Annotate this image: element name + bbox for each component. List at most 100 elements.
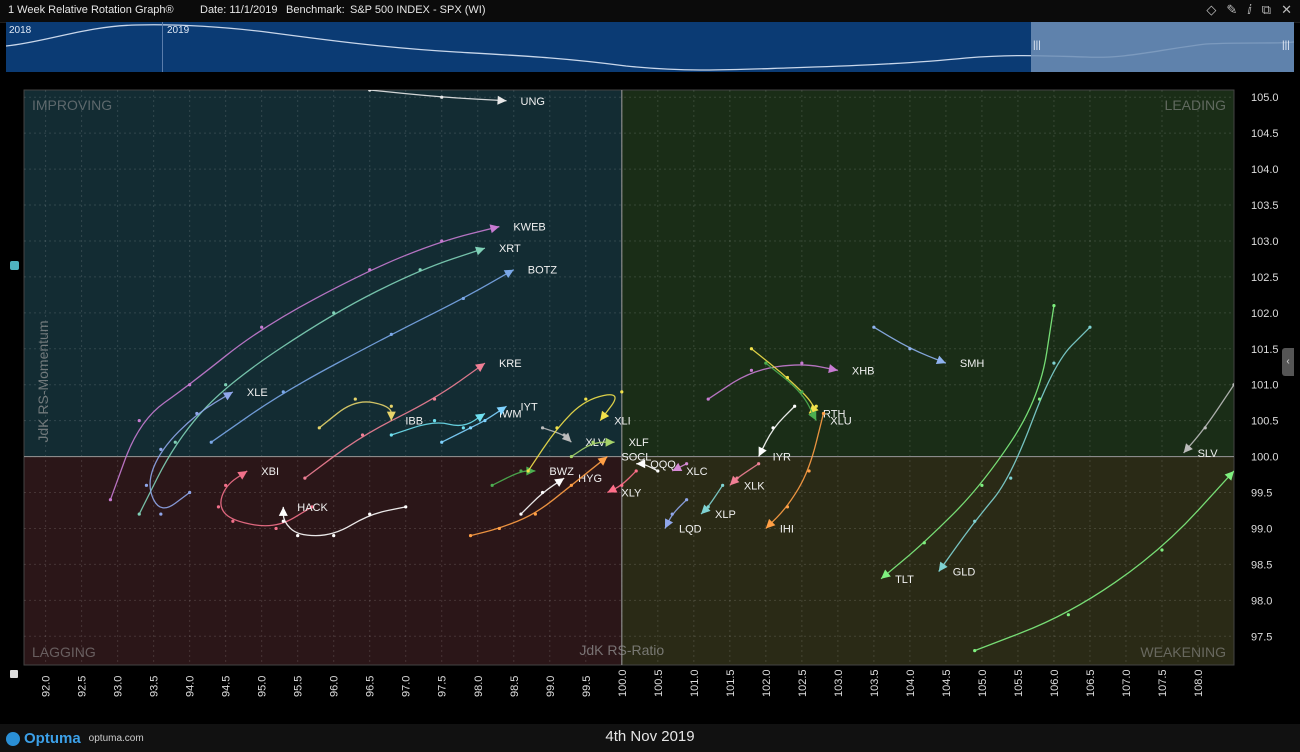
date-navigator[interactable]: 2018 2019 ||| |||: [6, 22, 1294, 72]
y-tick-label: 102.0: [1251, 308, 1279, 320]
trail-line: [974, 470, 1234, 652]
trail-point: [296, 534, 300, 538]
trail-line: [149, 391, 234, 509]
trail-line: [318, 401, 392, 429]
trail-point: [108, 498, 113, 502]
benchmark-value: S&P 500 INDEX - SPX (WI): [350, 4, 486, 16]
window-title: 1 Week Relative Rotation Graph®: [8, 4, 174, 16]
trail-point: [872, 325, 876, 329]
series-slv: SLV: [1183, 383, 1234, 460]
y-tick-label: 99.0: [1251, 523, 1272, 535]
x-tick-label: 97.0: [401, 676, 413, 697]
trail-point: [440, 239, 444, 243]
trail-point: [685, 498, 689, 502]
y-tick-label: 98.5: [1251, 559, 1272, 571]
optuma-logo[interactable]: Optuma optuma.com: [6, 730, 144, 747]
series-gld: GLD: [938, 325, 1092, 579]
series-xle: XLE: [144, 387, 268, 516]
head-arrow: [561, 432, 572, 443]
quadrant-label-improving: IMPROVING: [32, 97, 112, 113]
trail-point: [224, 483, 228, 487]
quadrant-improving: [24, 90, 622, 457]
y-tick-label: 98.0: [1251, 595, 1272, 607]
y-tick-label: 97.5: [1251, 631, 1272, 643]
trail-point: [310, 505, 314, 509]
trail-point: [159, 447, 163, 451]
navigator-handle-right[interactable]: |||: [1282, 40, 1290, 51]
series-ihi: IHI: [765, 411, 826, 535]
trail-point: [461, 296, 465, 301]
trail-point: [216, 505, 221, 509]
trail-line: [765, 362, 817, 421]
series-qqq: QQQ: [636, 459, 676, 473]
trail-point: [490, 483, 494, 487]
y-tick-label: 104.0: [1251, 164, 1279, 176]
head-arrow: [222, 391, 233, 401]
x-tick-label: 96.0: [329, 676, 341, 697]
trail-point: [540, 426, 545, 430]
trail-point: [360, 433, 365, 437]
trail-point: [569, 454, 573, 459]
series-label: XLY: [621, 488, 642, 500]
head-arrow: [935, 355, 946, 364]
head-arrow: [237, 470, 248, 480]
head-arrow: [765, 518, 776, 529]
series-label: XLU: [830, 416, 851, 428]
series-lqd: LQD: [664, 498, 702, 535]
series-botz: BOTZ: [209, 265, 557, 444]
trail-point: [800, 361, 804, 365]
close-icon[interactable]: ✕: [1281, 2, 1292, 17]
trail-line: [220, 470, 313, 527]
head-arrow: [729, 475, 740, 486]
restore-icon[interactable]: ⧉: [1261, 2, 1272, 17]
x-tick-label: 104.0: [905, 669, 917, 697]
series-label: SOCL: [621, 452, 651, 464]
head-arrow: [554, 478, 565, 487]
x-tick-label: 107.0: [1121, 669, 1133, 697]
trail-point: [973, 519, 977, 523]
pin-icon[interactable]: ✎: [1226, 2, 1238, 17]
quadrant-label-leading: LEADING: [1165, 97, 1226, 113]
head-arrow: [605, 437, 615, 447]
head-arrow: [636, 459, 646, 469]
quadrant-lagging: [24, 456, 622, 665]
head-arrow: [607, 484, 618, 493]
y-tick-label: 103.0: [1251, 236, 1279, 248]
series-kweb: KWEB: [108, 222, 546, 502]
trail-point: [735, 476, 739, 480]
trail-point: [368, 268, 372, 272]
navigator-handle-left[interactable]: |||: [1033, 40, 1041, 51]
trail-point: [1009, 476, 1013, 480]
trail-point: [144, 483, 149, 487]
x-tick-label: 104.5: [941, 669, 953, 697]
quadrant-weakening: [621, 456, 1234, 665]
diamond-icon[interactable]: ◇: [1206, 2, 1217, 17]
year-label-2018: 2018: [9, 25, 32, 36]
head-arrow: [489, 224, 500, 234]
quadrant-label-weakening: WEAKENING: [1140, 644, 1226, 660]
series-label: GLD: [953, 567, 976, 579]
trail-line: [282, 506, 406, 537]
panel-toggle-button[interactable]: ‹: [1282, 348, 1294, 376]
series-label: IYT: [521, 401, 538, 413]
navigator-selection[interactable]: [1031, 22, 1294, 72]
trail-point: [749, 368, 754, 372]
trail-point: [1088, 325, 1092, 329]
trail-point: [785, 505, 790, 509]
trail-line: [391, 412, 486, 436]
head-arrow: [701, 504, 711, 515]
trail-point: [317, 426, 321, 430]
trail-point: [562, 433, 566, 437]
rrg-chart: IMPROVING LEADING LAGGING WEAKENING JdK RS-…: [23, 89, 1279, 697]
trail-point: [757, 462, 761, 466]
x-tick-label: 101.5: [725, 669, 737, 697]
series-label: KWEB: [513, 222, 545, 234]
info-icon[interactable]: ⅈ: [1247, 2, 1252, 17]
y-tick-label: 100.0: [1251, 452, 1279, 464]
trail-point: [749, 347, 754, 351]
trail-line: [765, 413, 825, 529]
slider-handle[interactable]: [10, 261, 19, 270]
trail-point: [440, 95, 444, 99]
x-tick-label: 103.0: [833, 669, 845, 697]
trail-point: [584, 397, 588, 401]
